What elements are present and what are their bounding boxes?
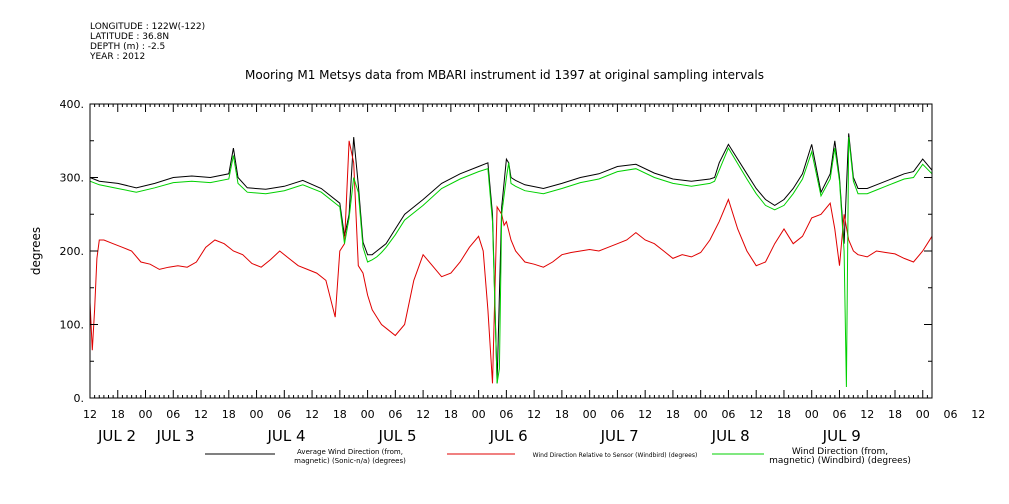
x-tick-label: 12 <box>527 408 541 421</box>
x-tick-label: 18 <box>111 408 125 421</box>
x-tick-label: 18 <box>777 408 791 421</box>
x-day-label: JUL 2 <box>97 427 136 445</box>
x-tick-label: 18 <box>333 408 347 421</box>
series-line-1 <box>89 140 933 384</box>
x-tick-label: 00 <box>139 408 153 421</box>
x-tick-label: 06 <box>944 408 958 421</box>
x-tick-label: 06 <box>610 408 624 421</box>
x-tick-label: 00 <box>583 408 597 421</box>
x-tick-label: 00 <box>250 408 264 421</box>
y-tick-label: 200. <box>60 245 85 258</box>
series-line-0 <box>89 133 933 384</box>
x-tick-label: 12 <box>83 408 97 421</box>
x-day-label: JUL 3 <box>155 427 194 445</box>
series-line-2 <box>89 137 933 388</box>
x-tick-label: 00 <box>361 408 375 421</box>
x-tick-label: 06 <box>721 408 735 421</box>
longitude-text: LONGITUDE : 122W(-122) <box>90 22 206 32</box>
x-tick-label: 06 <box>832 408 846 421</box>
x-day-label: JUL 4 <box>267 427 306 445</box>
x-day-label: JUL 7 <box>600 427 639 445</box>
y-axis-label: degrees <box>29 227 43 275</box>
x-tick-label: 00 <box>472 408 486 421</box>
y-tick-label: 0. <box>74 392 85 405</box>
legend: Average Wind Direction (from,magnetic) (… <box>205 447 911 466</box>
axes-group: 0. 100. 200. 300. 400. 12 18 00 06 12 18 00 06 12 18 00… <box>60 98 986 445</box>
chart-title: Mooring M1 Metsys data from MBARI instru… <box>245 68 764 82</box>
x-tick-label: 00 <box>916 408 930 421</box>
x-tick-label: 18 <box>222 408 236 421</box>
x-tick-label: 12 <box>860 408 874 421</box>
legend-label: Wind Direction (from, <box>792 447 888 457</box>
plot-series-group <box>89 133 933 388</box>
year-text: YEAR : 2012 <box>90 52 146 62</box>
metadata-block: LONGITUDE : 122W(-122) LATITUDE : 36.8N … <box>90 22 205 62</box>
x-tick-label: 18 <box>888 408 902 421</box>
x-tick-label: 00 <box>694 408 708 421</box>
x-tick-label: 06 <box>277 408 291 421</box>
x-tick-label: 12 <box>416 408 430 421</box>
x-day-label: JUL 5 <box>378 427 417 445</box>
x-tick-label: 12 <box>971 408 985 421</box>
plot-frame <box>89 103 933 399</box>
legend-label: Average Wind Direction (from, <box>297 448 403 456</box>
x-tick-label: 18 <box>555 408 569 421</box>
legend-label: magnetic) (Sonic-n/a) (degrees) <box>294 457 406 465</box>
x-tick-label: 18 <box>666 408 680 421</box>
x-day-label: JUL 9 <box>822 427 861 445</box>
x-tick-label: 12 <box>194 408 208 421</box>
x-tick-label: 12 <box>638 408 652 421</box>
legend-label: magnetic) (Windbird) (degrees) <box>769 456 911 466</box>
x-day-label: JUL 6 <box>489 427 528 445</box>
x-tick-label: 12 <box>749 408 763 421</box>
x-tick-label: 12 <box>305 408 319 421</box>
y-tick-label: 100. <box>60 319 85 332</box>
x-tick-label: 00 <box>805 408 819 421</box>
x-tick-label: 06 <box>388 408 402 421</box>
y-tick-label: 400. <box>60 98 85 111</box>
x-day-label: JUL 8 <box>711 427 750 445</box>
x-tick-label: 18 <box>444 408 458 421</box>
x-tick-label: 06 <box>166 408 180 421</box>
depth-text: DEPTH (m) : -2.5 <box>90 42 166 52</box>
latitude-text: LATITUDE : 36.8N <box>90 32 170 42</box>
legend-label: Wind Direction Relative to Sensor (Windb… <box>533 452 698 459</box>
y-tick-label: 300. <box>60 172 85 185</box>
x-tick-label: 06 <box>499 408 513 421</box>
